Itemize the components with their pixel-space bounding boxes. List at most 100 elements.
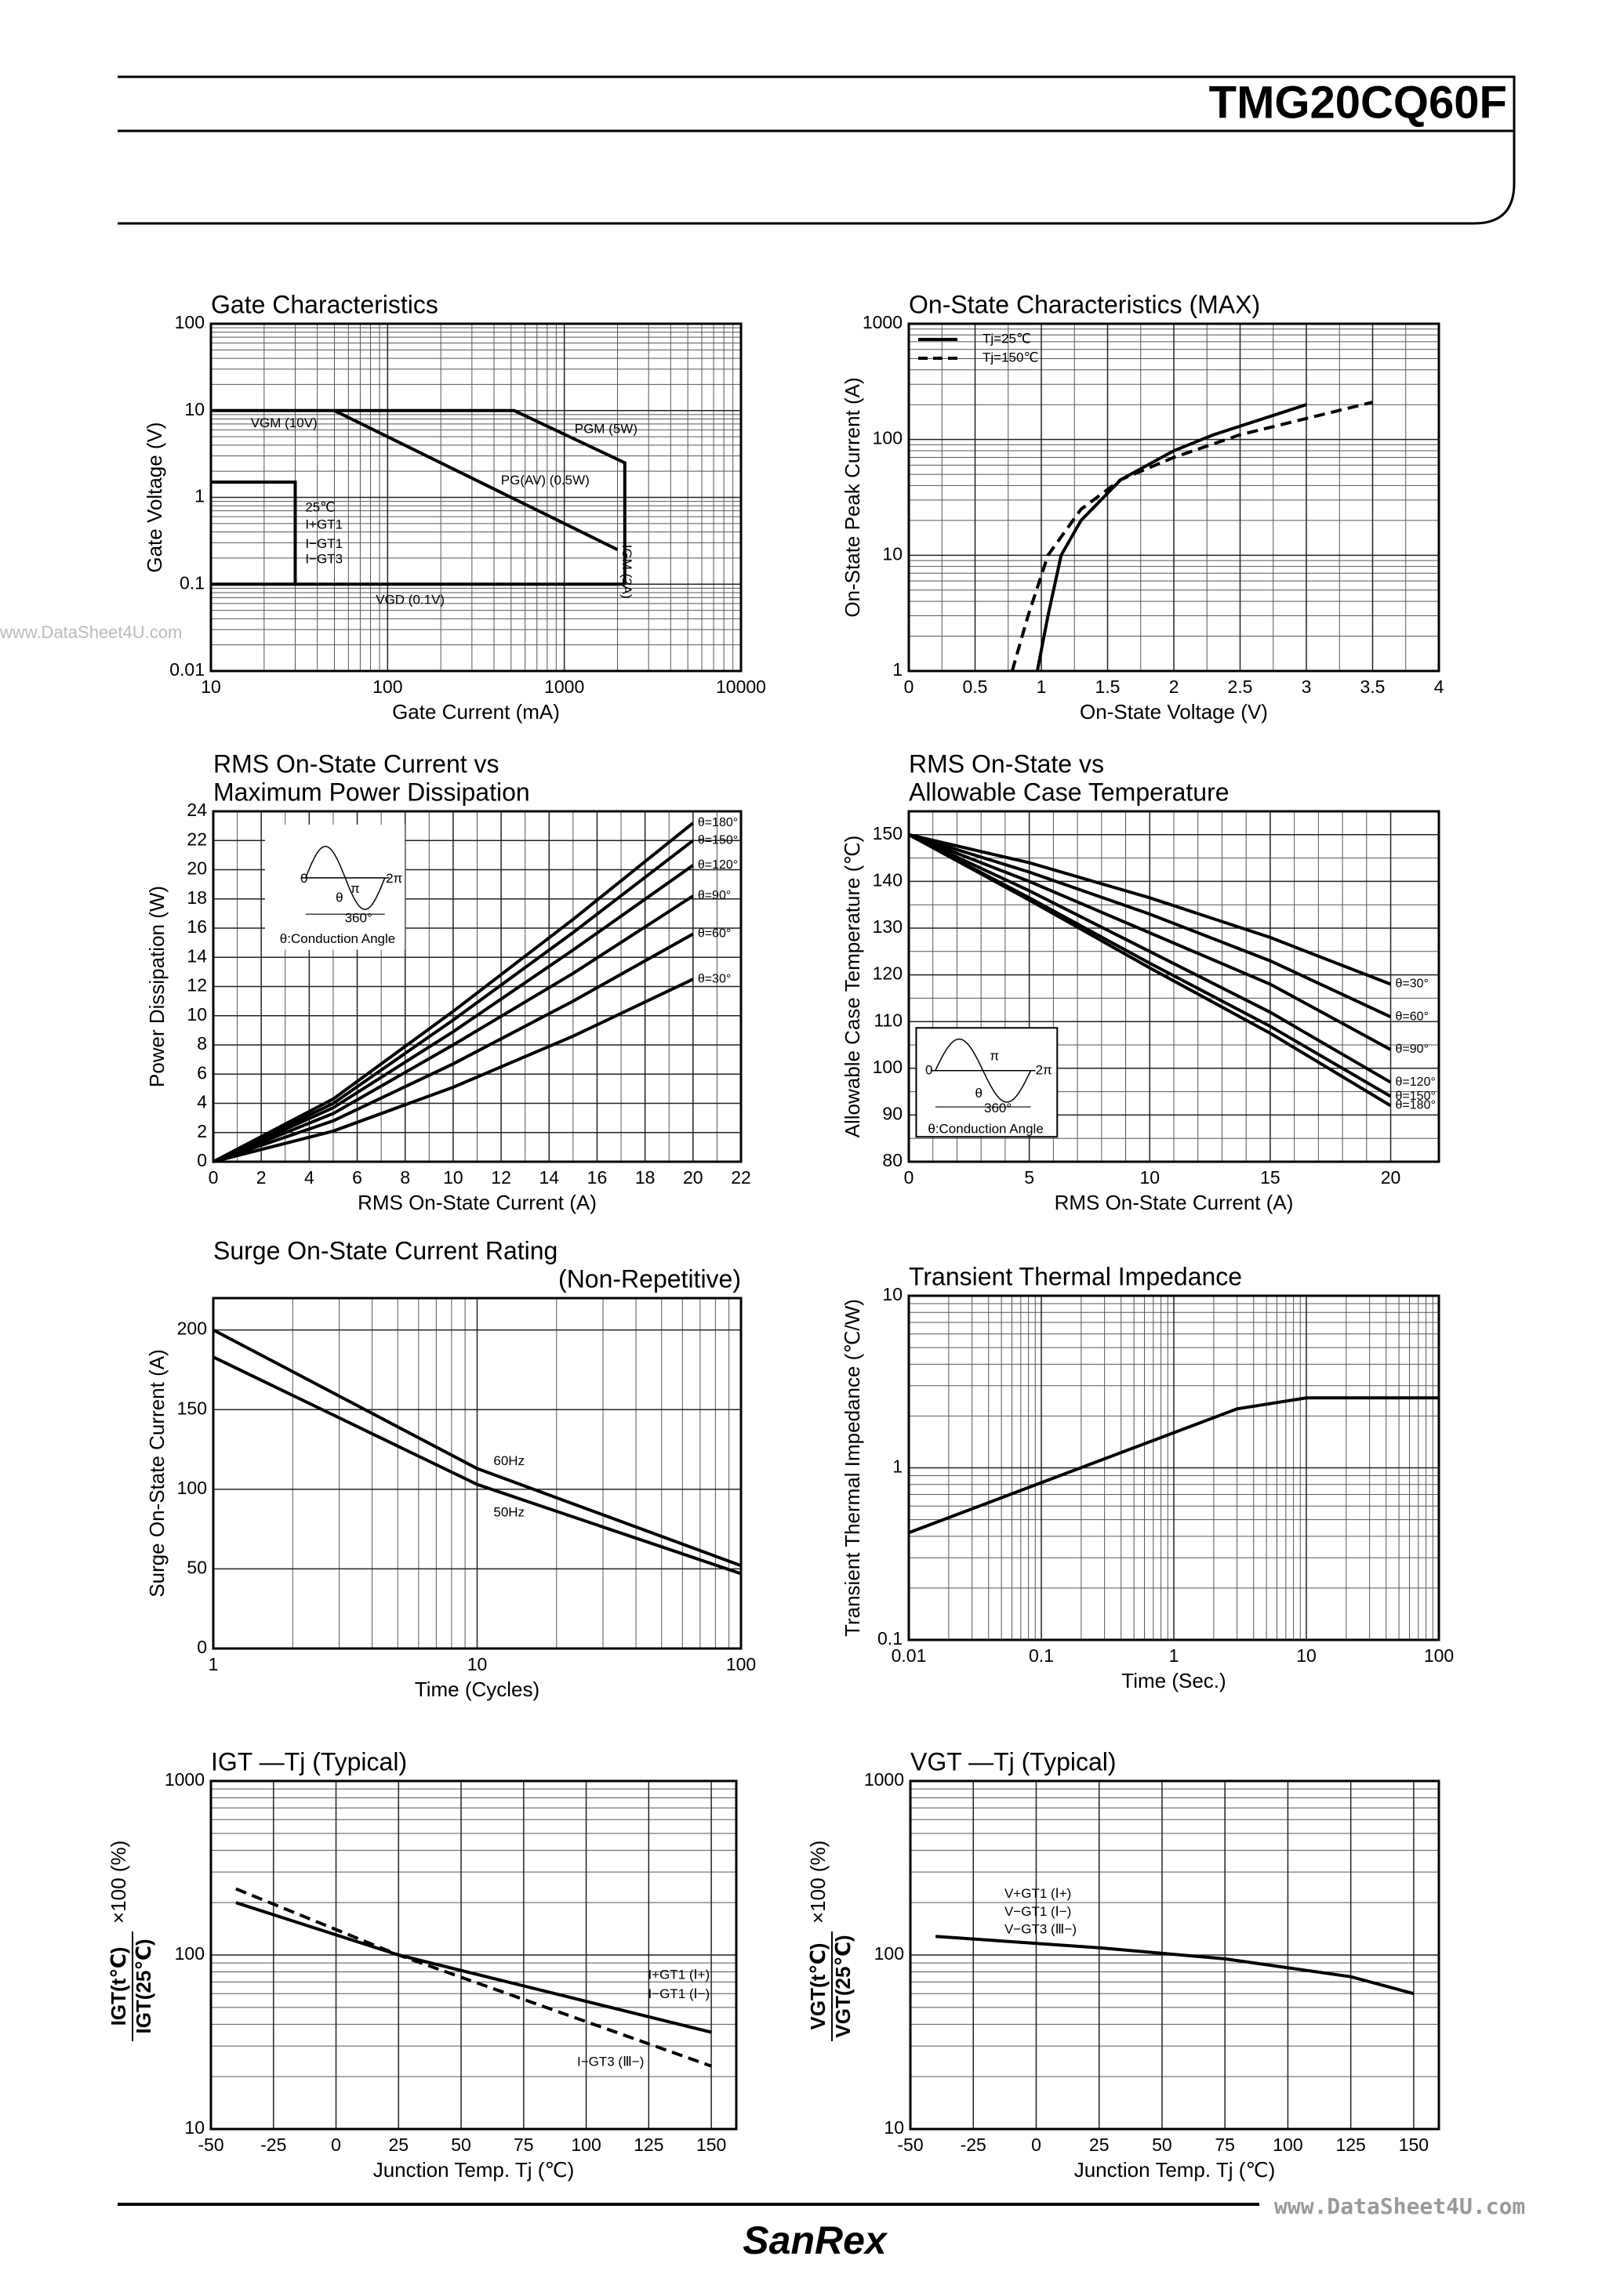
- x-axis-label: Junction Temp. Tj (℃): [1074, 2158, 1276, 2182]
- y-tick-label: 130: [873, 916, 903, 937]
- chart: -50 -25 0 25 50 75 100 125 150 10 100 1000 V+GT1 (Ⅰ+…: [806, 1747, 1440, 2182]
- x-tick-label: 50: [451, 2135, 471, 2155]
- x-tick-label: 10: [443, 1167, 463, 1188]
- y-tick-label: 2: [197, 1121, 207, 1141]
- x-tick-label: 4: [1434, 676, 1444, 697]
- x-tick-label: 20: [1381, 1167, 1401, 1188]
- y-tick-label: 120: [873, 963, 903, 984]
- annotation: θ:Conduction Angle: [928, 1121, 1043, 1136]
- series-line: [212, 864, 694, 1163]
- series-line: [908, 1396, 1439, 1535]
- series-label: θ=30°: [698, 972, 731, 985]
- chart: 1 10 100 0 50 100 150 200 60Hz 50Hz Surge On-State…: [145, 1236, 756, 1700]
- chart: -50 -25 0 25 50 75 100 125 150 10 100 1000 I+GT1 (Ⅰ+…: [107, 1747, 738, 2182]
- series-line: [212, 822, 695, 1163]
- series-line: [908, 833, 1392, 1108]
- x-tick-label: 50: [1152, 2135, 1172, 2155]
- annotation: 360°: [984, 1101, 1012, 1115]
- annotation: I−GT3 (Ⅲ−): [577, 2055, 644, 2069]
- x-tick-label: 10000: [716, 676, 766, 697]
- x-tick-label: 2.5: [1228, 676, 1253, 697]
- y-axis-label: Power Dissipation (W): [145, 886, 169, 1087]
- x-tick-label: 1.5: [1095, 676, 1121, 697]
- plot-frame: [209, 1779, 738, 2131]
- y-tick-label: 100: [873, 1057, 903, 1077]
- y-tick-label: 50: [187, 1557, 207, 1577]
- x-tick-label: 3.5: [1360, 676, 1386, 697]
- y-tick-label: 150: [873, 823, 903, 843]
- x-axis-label: RMS On-State Current (A): [1055, 1191, 1294, 1214]
- y-tick-label: 6: [197, 1062, 207, 1083]
- x-tick-label: 12: [491, 1167, 511, 1188]
- y-tick-label: 10: [882, 543, 903, 564]
- annotation: θ: [975, 1086, 983, 1101]
- series-label: θ=90°: [1396, 1043, 1429, 1056]
- y-tick-label: 0.01: [169, 659, 205, 680]
- chart-title: On-State Characteristics (MAX): [909, 290, 1260, 318]
- watermark: www.DataSheet4U.com: [0, 622, 182, 642]
- y-tick-label: 16: [187, 916, 207, 937]
- x-tick-label: 100: [726, 1654, 756, 1674]
- x-tick-label: 100: [571, 2135, 601, 2155]
- y-tick-label: 100: [175, 312, 205, 332]
- annotation: 2π: [386, 871, 402, 886]
- series-line: [212, 894, 694, 1163]
- x-tick-label: 5: [1024, 1167, 1034, 1188]
- x-tick-label: 0: [331, 2135, 341, 2155]
- chart-title: Gate Characteristics: [211, 290, 438, 318]
- x-tick-label: 100: [372, 676, 402, 697]
- series-line: [908, 832, 1392, 1019]
- y-label-suffix: ×100 (%): [806, 1841, 830, 1924]
- x-tick-label: 8: [400, 1167, 410, 1188]
- plot-frame: [907, 1294, 1440, 1641]
- y-tick-label: 110: [874, 1010, 903, 1030]
- x-tick-label: 2: [1169, 676, 1179, 697]
- x-tick-label: 18: [635, 1167, 656, 1188]
- x-axis-label: Time (Cycles): [415, 1678, 539, 1701]
- series-label: θ=150°: [698, 833, 738, 847]
- y-tick-label: 200: [177, 1318, 207, 1339]
- annotation: θ: [336, 890, 343, 905]
- series-label: θ=180°: [698, 816, 738, 829]
- x-tick-label: -50: [198, 2135, 223, 2155]
- y-tick-label: 1: [194, 486, 205, 506]
- legend-label: Tj=150℃: [983, 350, 1039, 365]
- y-tick-label: 100: [874, 1943, 904, 1964]
- annotation: 360°: [345, 911, 372, 926]
- y-tick-label: 18: [187, 887, 207, 908]
- y-tick-label: 0: [197, 1637, 207, 1657]
- y-label-denominator: IGT(25℃): [132, 1939, 155, 2033]
- x-tick-label: 150: [696, 2135, 726, 2155]
- annotation: I−GT1: [305, 536, 343, 551]
- x-tick-label: 125: [1335, 2135, 1365, 2155]
- y-label-denominator: VGT(25℃): [831, 1935, 855, 2037]
- annotation: VGD (0.1V): [376, 593, 445, 608]
- annotation: 0: [925, 1062, 932, 1077]
- series-line: [212, 932, 694, 1163]
- x-tick-label: 0: [209, 1167, 219, 1188]
- chart: 0 5 10 15 20 80 90 100 110 120 130 140 150 θ=30° θ=60°…: [841, 749, 1440, 1214]
- x-tick-label: 0.5: [963, 676, 988, 697]
- x-tick-label: 1: [1169, 1645, 1179, 1666]
- x-tick-label: 10: [467, 1654, 488, 1674]
- x-tick-label: 1: [1037, 676, 1047, 697]
- y-tick-label: 1: [892, 1456, 903, 1477]
- x-tick-label: 150: [1399, 2135, 1429, 2155]
- series-line: [908, 832, 1392, 1051]
- y-tick-label: 14: [187, 945, 207, 966]
- x-tick-label: 6: [352, 1167, 362, 1188]
- annotation: PG(AV) (0.5W): [501, 473, 590, 488]
- x-axis-label: Gate Current (mA): [392, 700, 560, 724]
- series-label: θ=150°: [1396, 1090, 1436, 1103]
- x-tick-label: 10: [1139, 1167, 1160, 1188]
- chart-title: Allowable Case Temperature: [909, 778, 1230, 806]
- series-label: θ=60°: [1396, 1010, 1429, 1023]
- x-tick-label: 0: [1031, 2135, 1041, 2155]
- series-label: θ=90°: [698, 889, 731, 902]
- y-tick-label: 140: [873, 869, 903, 890]
- annotation: V+GT1 (Ⅰ+): [1004, 1886, 1071, 1901]
- y-tick-label: 90: [882, 1103, 903, 1123]
- x-tick-label: 1000: [544, 676, 584, 697]
- y-axis-label: Allowable Case Temperature (℃): [841, 836, 864, 1138]
- series-line: [212, 1328, 742, 1568]
